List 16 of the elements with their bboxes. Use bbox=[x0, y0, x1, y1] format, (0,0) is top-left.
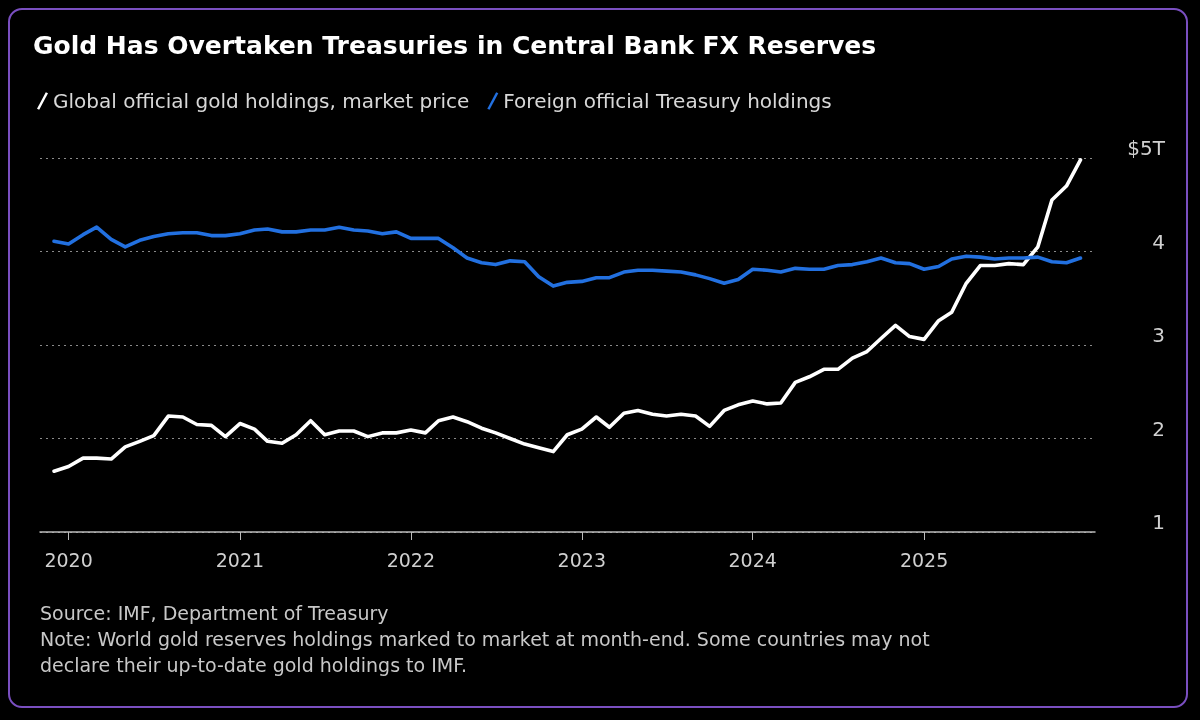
y-tick-label: 2 bbox=[1152, 416, 1165, 441]
chart-title: Gold Has Overtaken Treasuries in Central Bank FX Reserves bbox=[33, 31, 877, 60]
x-tick-label: 2025 bbox=[899, 548, 949, 571]
y-tick-label: 1 bbox=[1152, 510, 1165, 534]
legend-label: Global official gold holdings, market price bbox=[53, 89, 470, 113]
y-tick-label: 4 bbox=[1152, 229, 1165, 254]
x-tick-label: 2020 bbox=[44, 548, 93, 571]
legend-label: Foreign official Treasury holdings bbox=[503, 89, 832, 113]
x-tick-label: 2023 bbox=[557, 548, 606, 571]
x-tick-label: 2021 bbox=[215, 548, 265, 571]
x-tick-label: 2024 bbox=[728, 548, 777, 571]
x-tick-label: 2022 bbox=[386, 548, 436, 571]
y-tick-label: $5T bbox=[1127, 136, 1166, 160]
text: Note: World gold reserves holdings marked to market at month-end. Some countries may not declare their up-to-date gold holdings to IMF. bbox=[40, 628, 936, 676]
y-tick-label: 3 bbox=[1152, 323, 1165, 347]
source-note: Source: IMF, Department of Treasury bbox=[40, 602, 389, 624]
